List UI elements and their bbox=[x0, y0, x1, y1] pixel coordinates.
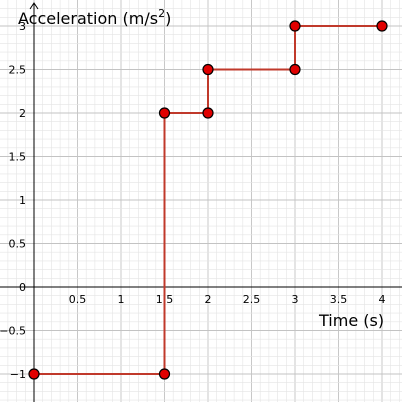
x-tick-label: 3.5 bbox=[330, 293, 348, 306]
y-tick-label: 2 bbox=[19, 107, 26, 120]
x-tick-label: 3 bbox=[292, 293, 299, 306]
x-tick-label: 1 bbox=[118, 293, 125, 306]
x-tick-label: 2 bbox=[205, 293, 212, 306]
y-tick-label: 3 bbox=[19, 20, 26, 33]
y-tick-label: 0.5 bbox=[9, 238, 27, 251]
y-tick-label: 1 bbox=[19, 194, 26, 207]
data-point bbox=[202, 107, 214, 119]
data-point bbox=[376, 20, 388, 32]
data-point bbox=[158, 107, 171, 119]
data-points bbox=[28, 20, 388, 380]
y-tick-label: 2.5 bbox=[9, 64, 27, 77]
x-tick-label: 0.5 bbox=[69, 293, 87, 306]
x-axis-title: Time (s) bbox=[318, 311, 384, 330]
data-point bbox=[202, 63, 214, 76]
y-tick-label: −0.5 bbox=[0, 325, 26, 338]
y-tick-label: −1 bbox=[10, 368, 26, 381]
y-axis-arrow bbox=[29, 2, 39, 10]
x-tick-label: 2.5 bbox=[243, 293, 261, 306]
data-point bbox=[28, 368, 40, 380]
data-point bbox=[158, 368, 171, 380]
tick-labels: 0.5 1 1.5 2 2.5 3 3.5 432.521.510.50−0.5−1 bbox=[0, 20, 386, 381]
y-tick-label: 1.5 bbox=[9, 151, 27, 164]
y-axis-title: Acceleration (m/s2) bbox=[18, 7, 171, 28]
series bbox=[34, 25, 382, 375]
data-point bbox=[289, 63, 301, 76]
data-point bbox=[289, 20, 301, 32]
y-tick-label: 0 bbox=[19, 281, 26, 294]
x-tick-label: 4 bbox=[379, 293, 386, 306]
